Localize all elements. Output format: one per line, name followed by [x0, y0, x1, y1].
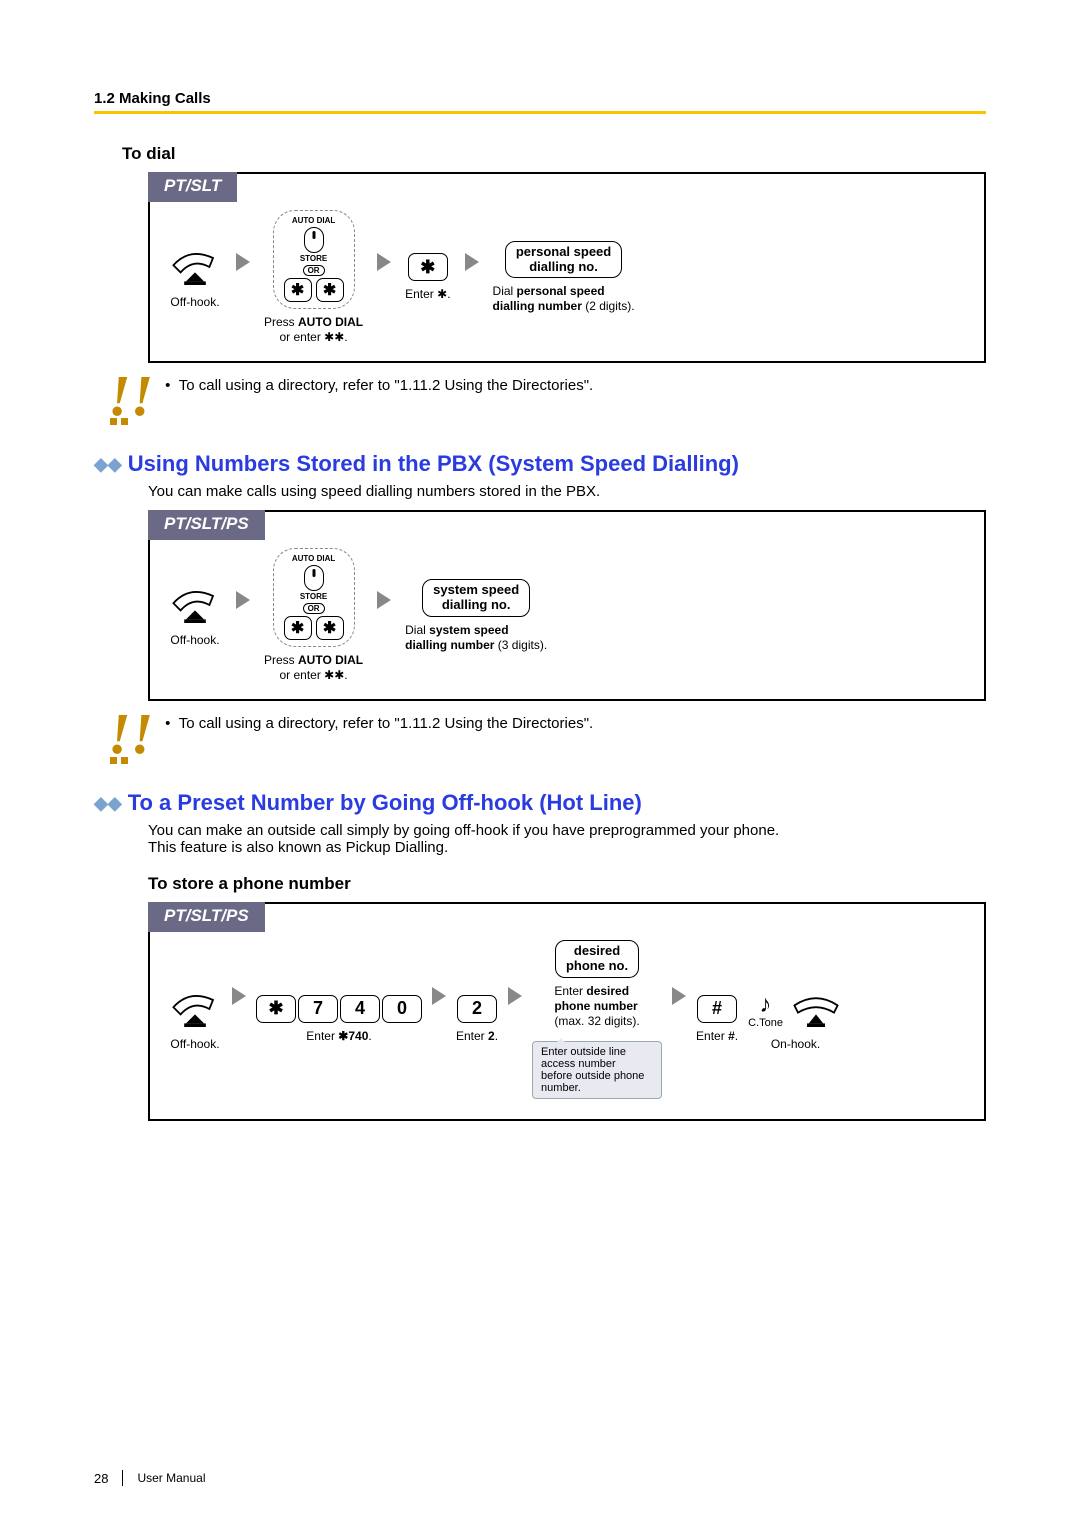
offhook-icon	[168, 245, 222, 289]
subhead-to-dial: To dial	[122, 144, 986, 164]
caption-autodial: Press AUTO DIAL or enter ✱✱.	[264, 315, 363, 345]
caption-offhook: Off-hook.	[170, 1037, 219, 1052]
caption-offhook: Off-hook.	[170, 295, 219, 310]
step-desired: desiredphone no. Enter desired phone num…	[532, 940, 662, 1099]
tone-icon: ♪	[760, 991, 772, 1019]
arrow-icon	[432, 987, 446, 1005]
caption-enter-star: Enter ✱.	[405, 287, 450, 302]
autodial-button-icon: AUTO DIAL STORE	[292, 217, 335, 263]
body-system-speed: You can make calls using speed dialling …	[148, 483, 986, 500]
caption-740: Enter ✱740.	[306, 1029, 371, 1044]
or-pill: OR	[303, 265, 325, 276]
heading-hotline: ◆◆To a Preset Number by Going Off-hook (…	[94, 790, 986, 816]
arrow-icon	[236, 591, 250, 609]
caption-hash: Enter #.	[696, 1029, 738, 1044]
arrow-icon	[377, 253, 391, 271]
arrow-icon	[465, 253, 479, 271]
note-text: • To call using a directory, refer to "1…	[165, 711, 593, 732]
arrow-icon	[232, 987, 246, 1005]
arrow-icon	[508, 987, 522, 1005]
step-2: 2 Enter 2.	[456, 995, 498, 1044]
body-hotline: You can make an outside call simply by g…	[148, 822, 986, 856]
diagram-tab: PT/SLT	[148, 172, 237, 202]
page-footer: 28 User Manual	[94, 1470, 206, 1486]
step-740: ✱ 7 4 0 Enter ✱740.	[256, 995, 422, 1044]
caption-2: Enter 2.	[456, 1029, 498, 1044]
talkbox-system: system speeddialling no.	[422, 579, 530, 617]
key-star: ✱	[256, 995, 296, 1023]
arrow-icon	[236, 253, 250, 271]
step-enter-star: ✱ Enter ✱.	[405, 253, 450, 302]
key-hash: #	[697, 995, 737, 1023]
step-personal-speed: personal speeddialling no. Dial personal…	[493, 241, 635, 315]
talkbox-desired: desiredphone no.	[555, 940, 639, 978]
autodial-label-bot: STORE	[300, 593, 327, 601]
step-offhook: Off-hook.	[168, 583, 222, 648]
footer-label: User Manual	[137, 1471, 205, 1485]
diamond-icon: ◆◆	[94, 793, 122, 813]
key-0: 0	[382, 995, 422, 1023]
onhook-icon	[789, 987, 843, 1031]
step-offhook: Off-hook.	[168, 987, 222, 1052]
key-star: ✱	[284, 278, 312, 302]
important-icon: !!	[108, 373, 153, 419]
step-system-speed: system speeddialling no. Dial system spe…	[405, 579, 547, 653]
arrow-icon	[672, 987, 686, 1005]
key-4: 4	[340, 995, 380, 1023]
offhook-icon	[168, 583, 222, 627]
diamond-icon: ◆◆	[94, 454, 122, 474]
diagram-tab: PT/SLT/PS	[148, 902, 265, 932]
key-7: 7	[298, 995, 338, 1023]
autodial-group: AUTO DIAL STORE OR ✱ ✱	[273, 548, 355, 647]
note-text: • To call using a directory, refer to "1…	[165, 373, 593, 394]
key-star: ✱	[284, 616, 312, 640]
header-rule	[94, 111, 986, 114]
key-star: ✱	[408, 253, 448, 281]
or-pill: OR	[303, 603, 325, 614]
autodial-group: AUTO DIAL STORE OR ✱ ✱	[273, 210, 355, 309]
diagram-tab: PT/SLT/PS	[148, 510, 265, 540]
talkbox-personal: personal speeddialling no.	[505, 241, 622, 279]
autodial-label-top: AUTO DIAL	[292, 555, 335, 563]
step-onhook: ♪ C.Tone On-hook.	[748, 987, 843, 1052]
ctone-label: C.Tone	[748, 1017, 783, 1029]
note-block: !! • To call using a directory, refer to…	[108, 711, 986, 757]
autodial-label-top: AUTO DIAL	[292, 217, 335, 225]
offhook-icon	[168, 987, 222, 1031]
caption-desired: Enter desired phone number (max. 32 digi…	[554, 984, 639, 1029]
caption-onhook: On-hook.	[771, 1037, 820, 1052]
diagram-personal-speed: PT/SLT Off-hook. AUTO DIAL STORE OR ✱	[148, 172, 986, 363]
autodial-label-bot: STORE	[300, 255, 327, 263]
caption-autodial: Press AUTO DIAL or enter ✱✱.	[264, 653, 363, 683]
note-block: !! • To call using a directory, refer to…	[108, 373, 986, 419]
key-2: 2	[457, 995, 497, 1023]
caption-offhook: Off-hook.	[170, 633, 219, 648]
section-header: 1.2 Making Calls	[94, 90, 986, 107]
autodial-button-icon: AUTO DIAL STORE	[292, 555, 335, 601]
arrow-icon	[377, 591, 391, 609]
caption-dial-system: Dial system speed dialling number (3 dig…	[405, 623, 547, 653]
diagram-hotline-store: PT/SLT/PS Off-hook. ✱ 7 4 0 Enter ✱740.	[148, 902, 986, 1121]
footer-divider	[122, 1470, 123, 1486]
page-number: 28	[94, 1471, 108, 1486]
step-autodial: AUTO DIAL STORE OR ✱ ✱ Press AUTO DIAL o…	[264, 210, 363, 345]
diagram-system-speed: PT/SLT/PS Off-hook. AUTO DIAL STORE OR ✱	[148, 510, 986, 701]
key-star: ✱	[316, 616, 344, 640]
step-offhook: Off-hook.	[168, 245, 222, 310]
hint-outside-line: Enter outside line access number before …	[532, 1041, 662, 1099]
step-autodial: AUTO DIAL STORE OR ✱ ✱ Press AUTO DIAL o…	[264, 548, 363, 683]
caption-dial-personal: Dial personal speed dialling number (2 d…	[493, 284, 635, 314]
key-star: ✱	[316, 278, 344, 302]
important-icon: !!	[108, 711, 153, 757]
step-hash: # Enter #.	[696, 995, 738, 1044]
heading-system-speed: ◆◆Using Numbers Stored in the PBX (Syste…	[94, 451, 986, 477]
subhead-store: To store a phone number	[148, 874, 986, 894]
